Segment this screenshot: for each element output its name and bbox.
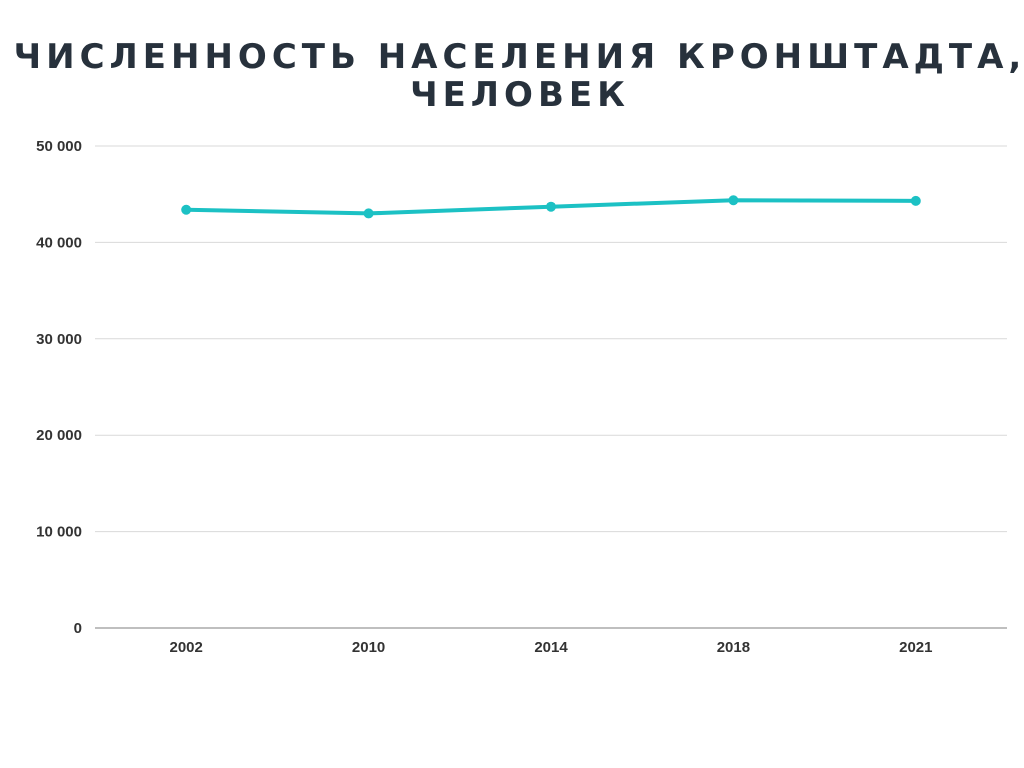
y-tick-label: 30 000 [36,331,82,348]
data-point [546,201,556,212]
x-tick-label: 2021 [899,639,932,656]
y-tick-label: 50 000 [36,138,82,155]
x-tick-label: 2002 [170,639,203,656]
data-point [728,195,739,206]
y-tick-label: 0 [74,620,82,637]
y-tick-label: 20 000 [36,427,82,444]
chart-title: ЧИСЛЕННОСТЬ НАСЕЛЕНИЯ КРОНШТАДТА, ЧЕЛОВЕ… [0,38,1024,114]
y-tick-label: 10 000 [36,524,82,541]
chart-title-line-2: ЧЕЛОВЕК [410,75,630,115]
data-point [181,204,192,215]
chart-title-line-1: ЧИСЛЕННОСТЬ НАСЕЛЕНИЯ КРОНШТАДТА, [13,37,1024,77]
data-point [910,195,921,206]
data-point [363,208,374,219]
x-tick-label: 2010 [352,639,385,656]
x-tick-label: 2018 [717,639,750,656]
y-tick-label: 40 000 [36,234,82,251]
x-tick-label: 2014 [534,639,568,656]
